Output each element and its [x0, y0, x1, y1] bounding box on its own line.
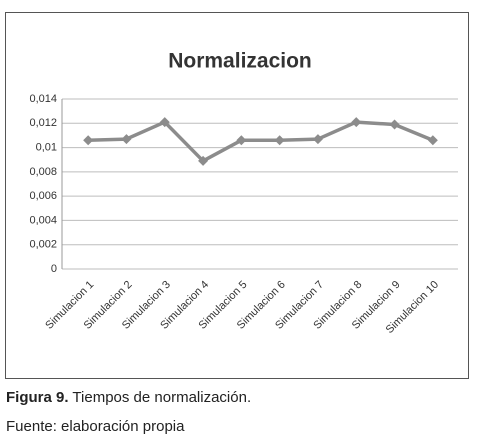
point-marker [274, 135, 285, 146]
chart-title: Normalizacion [168, 50, 312, 73]
series-line [88, 120, 434, 163]
y-tick-label: 0,01 [36, 141, 57, 153]
point-marker [389, 119, 400, 130]
chart: Normalizacion 0 0,002 0,004 0,006 0,008 0,01 0… [5, 12, 469, 379]
y-tick-label: 0 [51, 263, 57, 275]
point-marker [83, 135, 94, 146]
y-tick-label: 0,012 [29, 117, 57, 129]
caption: Figura 9. Tiempos de normalización. [6, 389, 251, 406]
y-tick-label: 0,008 [29, 166, 57, 178]
caption-text: Tiempos de normalización. [72, 389, 252, 406]
y-tick-label: 0,002 [29, 239, 57, 251]
point-marker [121, 134, 132, 145]
point-marker [312, 134, 323, 145]
source: Fuente: elaboración propia [6, 418, 185, 435]
chart-frame [5, 12, 469, 379]
y-tick-label: 0,014 [29, 93, 57, 105]
point-marker [351, 117, 362, 128]
y-tick-label: 0,004 [29, 214, 57, 226]
caption-label: Figura 9. [6, 389, 69, 406]
point-marker [236, 135, 247, 146]
y-tick-label: 0,006 [29, 190, 57, 202]
point-marker [427, 135, 438, 146]
point-marker [198, 155, 209, 166]
point-marker [159, 117, 170, 128]
